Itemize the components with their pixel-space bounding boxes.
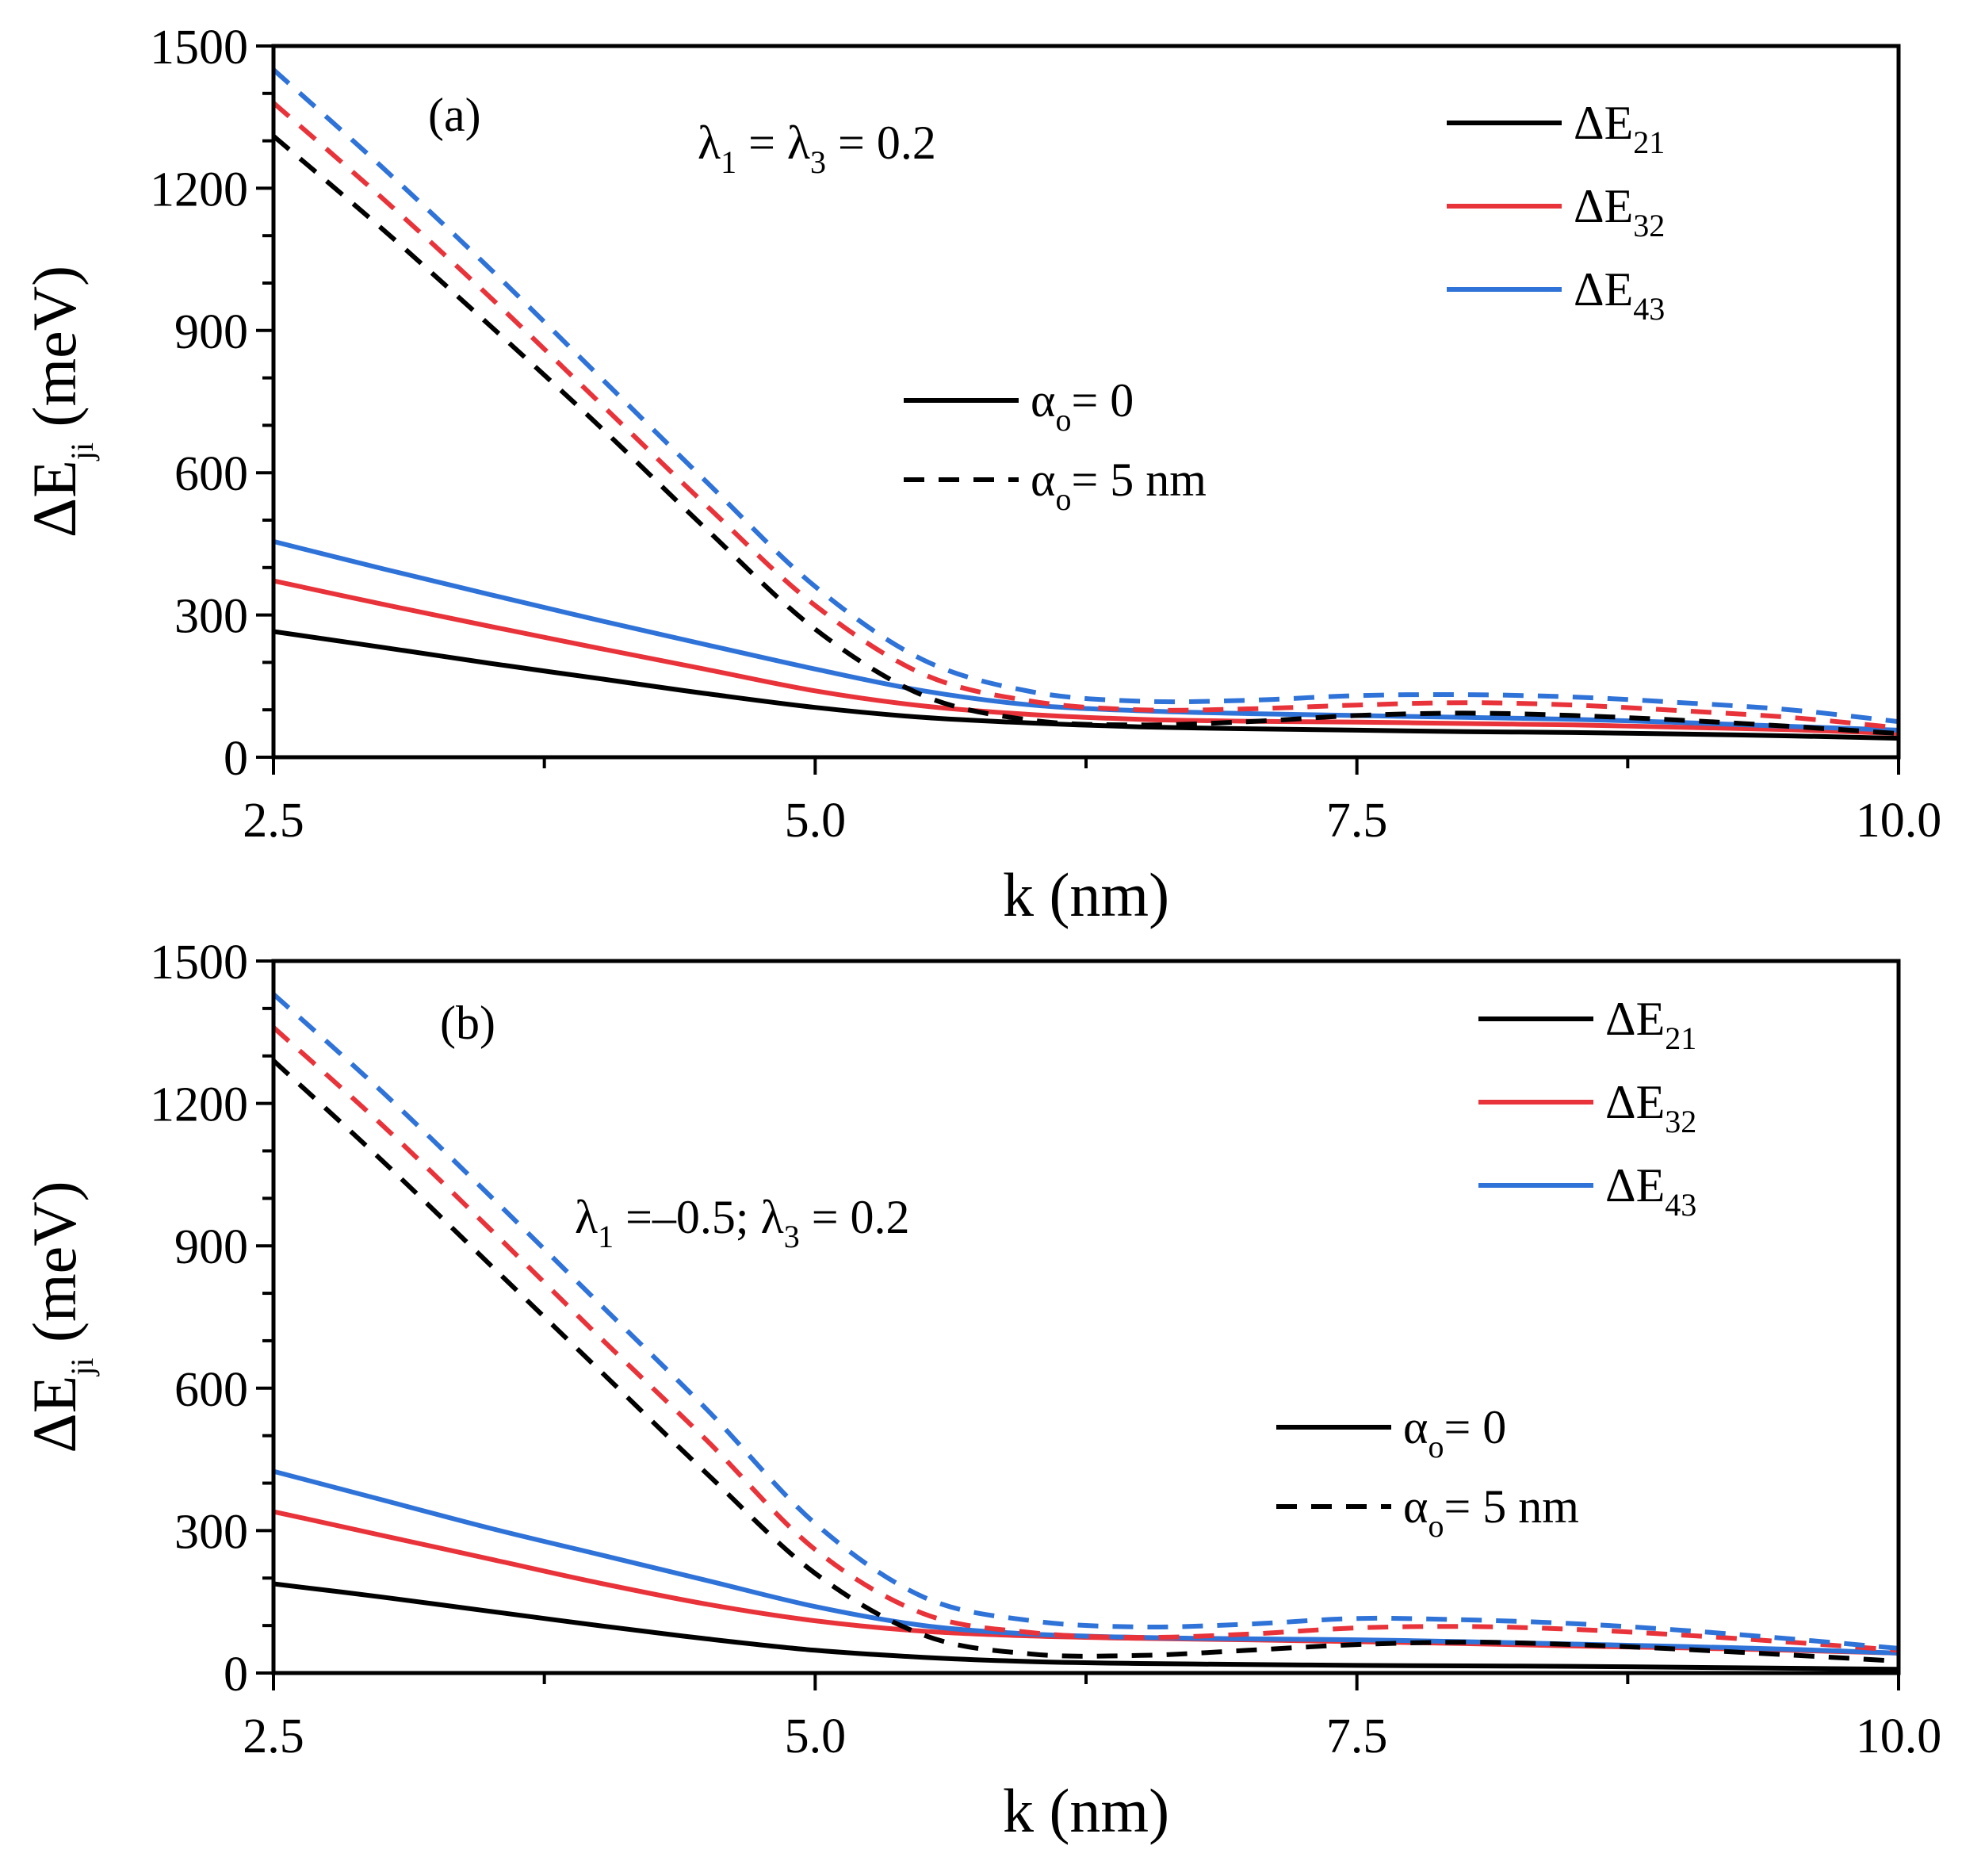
- y-axis-title: ΔEji (meV): [20, 1181, 100, 1453]
- x-tick-label: 7.5: [1326, 1709, 1388, 1763]
- lambda-annotation: λ1 = λ3 = 0.2: [698, 117, 936, 180]
- series-line-4: [273, 1025, 1899, 1653]
- series-line-2: [273, 538, 1899, 733]
- legend-label: ΔE43: [1574, 263, 1665, 327]
- legend-label: ΔE21: [1574, 97, 1665, 160]
- legend-style-label: αo= 5 nm: [1403, 1480, 1579, 1544]
- x-tick-label: 10.0: [1856, 794, 1942, 848]
- panel-label: (b): [440, 997, 495, 1049]
- legend-label: ΔE21: [1605, 993, 1696, 1056]
- series-line-3: [273, 1059, 1899, 1664]
- lambda-annotation: λ1 =–0.5; λ3 = 0.2: [575, 1191, 910, 1254]
- legend-style-label: αo= 5 nm: [1031, 454, 1207, 517]
- y-tick-label: 600: [174, 447, 248, 501]
- y-tick-label: 0: [224, 1648, 248, 1702]
- legend-label: ΔE32: [1574, 180, 1665, 243]
- y-tick-label: 300: [174, 590, 248, 644]
- legend-style-label: αo= 0: [1031, 374, 1134, 438]
- x-tick-label: 2.5: [243, 1709, 304, 1763]
- y-tick-label: 1500: [150, 21, 248, 75]
- y-tick-label: 1500: [150, 936, 248, 990]
- y-tick-label: 1200: [150, 163, 248, 216]
- series-line-5: [273, 992, 1899, 1651]
- legend-series: ΔE21 ΔE32 ΔE43: [1478, 993, 1696, 1223]
- series-line-0: [273, 1581, 1899, 1672]
- legend-label: ΔE43: [1605, 1159, 1696, 1223]
- x-tick-label: 10.0: [1856, 1709, 1942, 1763]
- panel-a: 2.5 5.0 7.5 10.0 0 300 600 900 1200 1500 k (nm) ΔEj…: [20, 21, 1941, 929]
- legend-label: ΔE32: [1605, 1076, 1696, 1139]
- legend-style-label: αo= 0: [1403, 1401, 1506, 1464]
- x-tick-label: 7.5: [1326, 794, 1388, 848]
- series-group: [273, 992, 1899, 1672]
- x-tick-label: 2.5: [243, 794, 304, 848]
- legend-styles: αo= 0 αo= 5 nm: [1276, 1401, 1579, 1544]
- y-tick-label: 0: [224, 732, 248, 786]
- y-tick-label: 600: [174, 1363, 248, 1417]
- panel-label: (a): [428, 89, 481, 141]
- y-tick-label: 900: [174, 305, 248, 359]
- series-group: [273, 67, 1899, 741]
- x-tick-label: 5.0: [785, 794, 847, 848]
- y-tick-label: 900: [174, 1220, 248, 1274]
- legend-styles: αo= 0 αo= 5 nm: [904, 374, 1207, 517]
- series-line-1: [273, 578, 1899, 737]
- x-tick-label: 5.0: [785, 1709, 847, 1763]
- panel-b: 2.5 5.0 7.5 10.0 0 300 600 900 1200 1500 k (nm) ΔEj…: [20, 936, 1941, 1845]
- series-line-3: [273, 134, 1899, 737]
- x-axis-title: k (nm): [1003, 860, 1169, 929]
- y-tick-label: 300: [174, 1505, 248, 1559]
- legend-series: ΔE21 ΔE32 ΔE43: [1447, 97, 1665, 327]
- x-axis-title: k (nm): [1003, 1776, 1169, 1845]
- series-line-5: [273, 67, 1899, 725]
- y-axis-title: ΔEji (meV): [20, 266, 100, 538]
- y-tick-label: 1200: [150, 1078, 248, 1132]
- series-line-4: [273, 101, 1899, 730]
